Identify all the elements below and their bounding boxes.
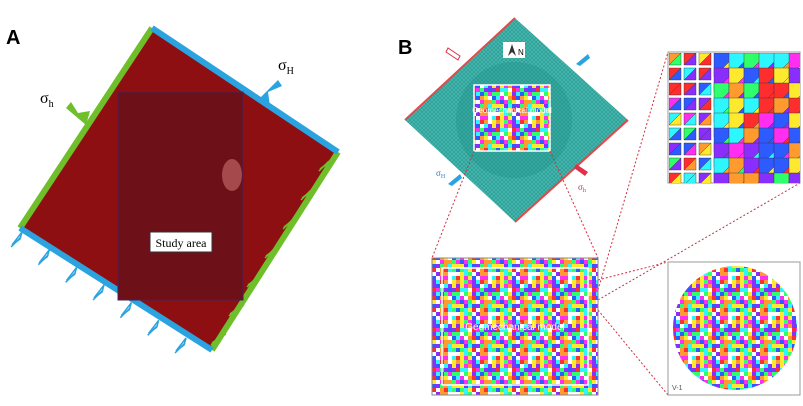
north-arrow xyxy=(508,44,516,56)
grain xyxy=(683,127,697,141)
symbol: σ xyxy=(436,168,441,178)
model-label: Geomechanical model xyxy=(472,106,552,115)
support-base xyxy=(92,289,104,301)
support-base xyxy=(282,218,294,230)
zoom-line xyxy=(597,261,669,281)
arrow-min xyxy=(66,102,90,125)
grain xyxy=(698,112,712,126)
support-base xyxy=(246,276,258,288)
support-base xyxy=(10,236,22,248)
support-base xyxy=(318,160,330,172)
panel-label: B xyxy=(398,37,412,59)
grain xyxy=(683,142,697,156)
grain xyxy=(683,82,697,96)
edge xyxy=(404,17,516,121)
support-base xyxy=(37,254,49,266)
grain xyxy=(669,67,682,81)
edge-max xyxy=(150,25,340,155)
zoom-line xyxy=(431,150,475,259)
grain xyxy=(683,67,697,81)
grain xyxy=(698,67,712,81)
zoom-line xyxy=(597,51,669,291)
subscript: H xyxy=(441,174,446,180)
stress-min: σh xyxy=(578,182,586,194)
arrow-max xyxy=(258,80,282,106)
study-label-box xyxy=(149,231,213,253)
arrow-min xyxy=(574,164,588,176)
study-area xyxy=(117,91,244,301)
support-base xyxy=(210,334,222,346)
stress-max: σH xyxy=(278,57,294,77)
grain xyxy=(669,82,682,96)
grain xyxy=(683,112,697,126)
zoom-line xyxy=(597,182,801,301)
panel-label: A xyxy=(6,27,20,49)
zoom-model-label: Geomechanical model xyxy=(465,322,565,333)
supports xyxy=(10,159,335,354)
edge xyxy=(514,119,629,223)
grain xyxy=(669,157,682,171)
edge-max xyxy=(18,225,214,353)
grain xyxy=(698,127,712,141)
grain xyxy=(669,127,682,141)
grain xyxy=(698,53,712,66)
grain xyxy=(669,97,682,111)
stress-max: σH xyxy=(436,168,446,180)
zoom-lines xyxy=(431,51,801,396)
arrow-max xyxy=(448,174,462,186)
grain xyxy=(698,82,712,96)
grain xyxy=(669,112,682,126)
model-zone xyxy=(473,84,551,152)
grain xyxy=(698,157,712,171)
highlight xyxy=(222,159,242,191)
symbol: σ xyxy=(278,57,287,74)
support-base xyxy=(300,189,312,201)
north-label: N xyxy=(518,48,524,57)
grain xyxy=(788,172,800,183)
grain xyxy=(670,172,682,183)
stress-min: σh xyxy=(40,90,54,110)
grain xyxy=(698,97,712,111)
grain xyxy=(685,172,697,183)
support-base xyxy=(65,271,77,283)
symbol: σ xyxy=(578,182,583,192)
subscript: H xyxy=(287,66,294,77)
sample xyxy=(673,266,797,390)
edge-min xyxy=(17,26,155,230)
grain xyxy=(683,53,697,66)
grain xyxy=(669,142,682,156)
grain xyxy=(683,97,697,111)
grains xyxy=(669,53,800,183)
subscript: h xyxy=(583,188,586,194)
support-base xyxy=(147,324,159,336)
arrow-max xyxy=(576,54,590,66)
support-base xyxy=(174,342,186,354)
zoom-line xyxy=(597,309,669,396)
zoom-model xyxy=(431,257,599,396)
support-base xyxy=(264,247,276,259)
grain xyxy=(683,157,697,171)
zoom-line xyxy=(549,150,599,259)
sample-label: V-1 xyxy=(672,385,683,392)
support-base xyxy=(119,307,131,319)
subscript: h xyxy=(49,99,54,110)
support-base xyxy=(228,305,240,317)
sample-fill xyxy=(673,266,797,390)
study-area-label: Study area xyxy=(156,236,208,250)
symbol: σ xyxy=(40,90,49,107)
grain xyxy=(700,172,712,183)
arrow-min xyxy=(445,47,461,61)
grain xyxy=(698,142,712,156)
grain xyxy=(669,53,682,66)
model-outline xyxy=(441,267,589,386)
